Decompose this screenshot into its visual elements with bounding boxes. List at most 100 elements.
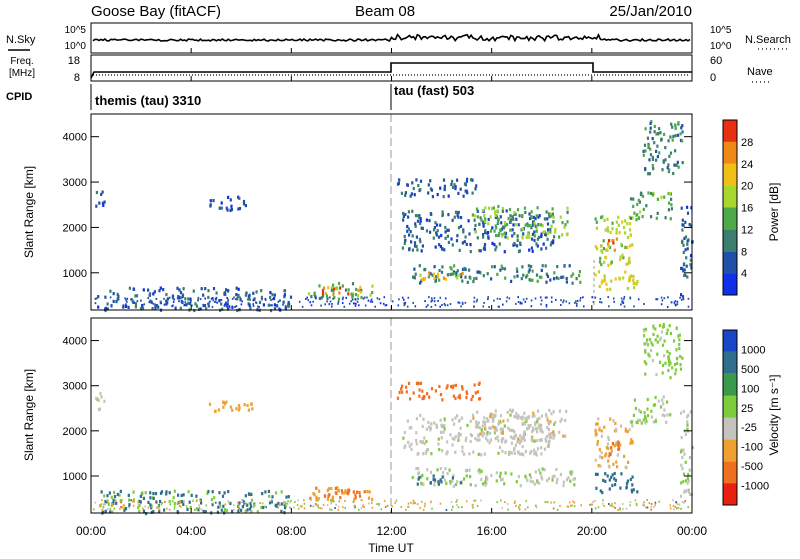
velocity-echo-cell: [446, 450, 449, 454]
velocity-ground-scatter-cell: [337, 508, 340, 511]
power-colorbar-swatch: [723, 251, 737, 274]
power-echo-cell: [566, 210, 569, 214]
power-echo-cell: [483, 243, 487, 247]
velocity-echo-cell: [612, 419, 615, 423]
power-ground-scatter-cell: [383, 296, 386, 299]
power-ground-scatter-cell: [582, 296, 584, 299]
power-ground-scatter-cell: [269, 304, 272, 307]
power-echo-cell: [483, 220, 487, 224]
power-echo-cell: [151, 306, 154, 311]
power-echo-cell: [680, 206, 683, 210]
power-echo-cell: [479, 249, 482, 253]
velocity-echo-cell: [490, 426, 493, 430]
velocity-ground-scatter-cell: [205, 504, 208, 507]
velocity-echo-cell: [663, 339, 666, 343]
velocity-echo-cell: [662, 324, 665, 328]
velocity-echo-cell: [513, 415, 516, 419]
velocity-echo-cell: [663, 414, 666, 418]
velocity-echo-cell: [412, 391, 415, 395]
power-echo-cell: [546, 217, 549, 221]
velocity-echo-cell: [672, 339, 676, 343]
velocity-ground-scatter-cell: [676, 507, 678, 510]
velocity-echo-cell: [235, 407, 238, 411]
power-echo-cell: [600, 281, 603, 285]
velocity-echo-cell: [118, 493, 121, 497]
power-echo-cell: [598, 284, 601, 289]
velocity-echo-cell: [405, 385, 408, 389]
power-ground-scatter-cell: [487, 296, 489, 299]
power-ground-scatter-cell: [446, 304, 449, 307]
velocity-echo-cell: [501, 477, 504, 481]
power-echo-cell: [458, 248, 461, 252]
power-echo-cell: [526, 224, 530, 228]
velocity-ground-scatter-cell: [303, 502, 306, 505]
velocity-echo-cell: [477, 452, 480, 456]
power-echo-cell: [413, 244, 417, 248]
power-echo-cell: [421, 244, 424, 248]
power-ground-scatter-cell: [261, 298, 263, 301]
velocity-ground-scatter-cell: [333, 500, 335, 503]
power-echo-cell: [286, 304, 289, 308]
velocity-echo-cell: [182, 493, 185, 497]
power-echo-cell: [546, 274, 549, 278]
power-ground-scatter-cell: [524, 300, 527, 303]
velocity-echo-cell: [177, 493, 180, 497]
power-ground-scatter-cell: [301, 305, 304, 308]
velocity-echo-cell: [454, 396, 457, 401]
power-echo-cell: [424, 267, 427, 272]
velocity-echo-cell: [415, 439, 418, 443]
velocity-echo-cell: [653, 403, 657, 407]
velocity-echo-cell: [562, 484, 565, 488]
power-ground-scatter-cell: [166, 298, 168, 301]
velocity-echo-cell: [480, 477, 483, 481]
velocity-ground-scatter-cell: [201, 508, 203, 511]
velocity-echo-cell: [519, 484, 522, 488]
velocity-ground-scatter-cell: [412, 499, 415, 502]
velocity-echo-cell: [615, 441, 618, 445]
velocity-echo-cell: [180, 493, 183, 498]
power-echo-cell: [428, 219, 431, 223]
velocity-echo-cell: [601, 456, 604, 460]
power-echo-cell: [465, 189, 468, 193]
power-echo-cell: [689, 263, 692, 267]
velocity-echo-cell: [562, 434, 565, 438]
power-echo-cell: [433, 265, 436, 269]
power-echo-cell: [674, 149, 677, 153]
velocity-echo-cell: [275, 491, 278, 495]
power-ground-scatter-cell: [574, 301, 576, 304]
power-echo-cell: [412, 275, 416, 279]
power-echo-cell: [493, 229, 496, 233]
velocity-echo-cell: [474, 391, 477, 395]
power-echo-cell: [491, 226, 494, 230]
velocity-echo-cell: [535, 430, 539, 434]
velocity-echo-cell: [422, 396, 425, 400]
velocity-ground-scatter-cell: [243, 500, 246, 503]
velocity-echo-cell: [477, 434, 480, 438]
power-echo-cell: [248, 303, 251, 307]
power-echo-cell: [686, 247, 689, 251]
power-echo-cell: [98, 201, 101, 205]
velocity-echo-cell: [567, 476, 570, 480]
velocity-ground-scatter-cell: [303, 499, 305, 502]
power-echo-cell: [545, 280, 548, 284]
velocity-echo-cell: [459, 481, 462, 485]
velocity-echo-cell: [666, 350, 669, 354]
power-echo-cell: [231, 305, 234, 309]
velocity-echo-cell: [334, 486, 337, 490]
power-ground-scatter-cell: [287, 302, 289, 305]
power-echo-cell: [244, 293, 247, 297]
velocity-ground-scatter-cell: [669, 507, 672, 510]
power-echo-cell: [357, 288, 360, 292]
velocity-echo-cell: [688, 468, 691, 472]
power-ground-scatter-cell: [673, 301, 676, 304]
power-echo-cell: [134, 302, 138, 306]
power-ground-scatter-cell: [354, 305, 357, 307]
velocity-ground-scatter-cell: [405, 508, 407, 511]
velocity-ground-scatter-cell: [646, 499, 648, 501]
velocity-echo-cell: [401, 390, 404, 394]
power-echo-cell: [662, 159, 665, 163]
velocity-ground-scatter-cell: [224, 503, 227, 506]
velocity-echo-cell: [435, 423, 438, 427]
velocity-echo-cell: [523, 411, 526, 415]
power-echo-cell: [669, 151, 673, 155]
